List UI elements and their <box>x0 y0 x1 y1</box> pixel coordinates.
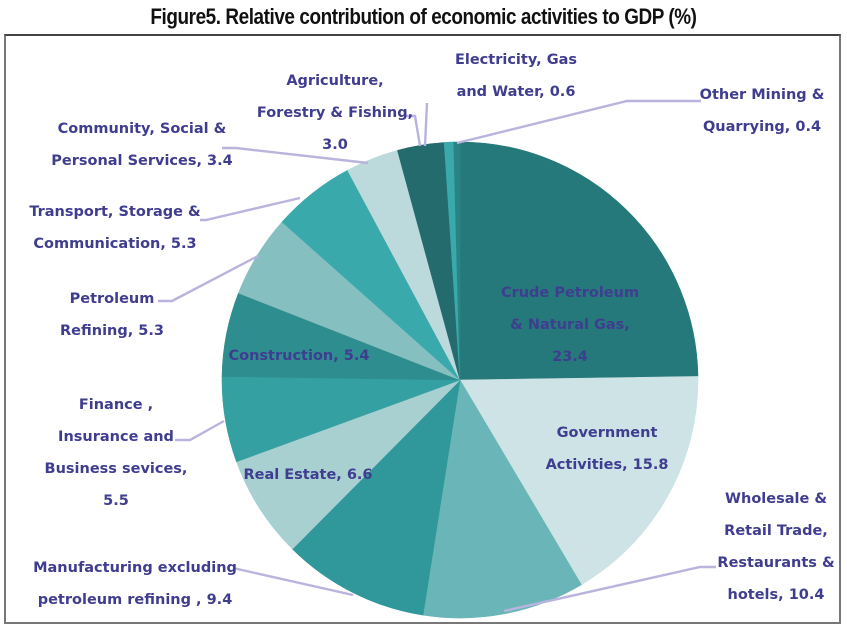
data-label-line: Forestry & Fishing, <box>257 105 413 121</box>
data-label-real-estate: Real Estate, 6.6 <box>243 467 372 483</box>
data-label-line: Petroleum <box>70 291 155 307</box>
data-label-line: hotels, 10.4 <box>728 587 825 603</box>
data-label-community-social-personal-services: Community, Social & Personal Services, 3.… <box>51 121 232 169</box>
data-label-crude-petroleum-natural-gas: Crude Petroleum & Natural Gas, 23.4 <box>501 285 639 365</box>
data-label-line: Quarrying, 0.4 <box>703 119 821 135</box>
data-label-line: Retail Trade, <box>724 523 828 539</box>
chart-title: Figure5. Relative contribution of econom… <box>150 4 697 29</box>
leader-line-wholesale-retail-trade-restaurants-hotels <box>503 565 716 613</box>
data-label-line: Restaurants & <box>717 555 835 571</box>
data-label-line: Insurance and <box>58 429 174 445</box>
slice-labels: Crude Petroleum & Natural Gas, 23.4 Governm… <box>29 52 835 608</box>
data-label-line: Electricity, Gas <box>455 52 577 68</box>
data-label-line: 5.5 <box>103 493 129 509</box>
data-label-line: Business sevices, <box>45 461 188 477</box>
leader-line-finance-insurance-and-business-sevices <box>175 419 225 442</box>
data-label-agriculture-forestry-fishing: Agriculture, Forestry & Fishing, 3.0 <box>257 73 413 153</box>
data-label-line: Personal Services, 3.4 <box>51 153 232 169</box>
data-label-finance-insurance-and-business-sevices: Finance , Insurance and Business sevices, 5… <box>45 397 188 509</box>
leader-line-petroleum-refining <box>158 254 259 303</box>
data-label-line: Transport, Storage & <box>29 204 201 220</box>
data-label-line: Government <box>557 425 658 441</box>
pie-slice-manufacturing-excluding-petroleum-refining <box>291 379 461 616</box>
data-label-electricity-gas-and-water: Electricity, Gas and Water, 0.6 <box>455 52 577 100</box>
data-label-line: Construction, 5.4 <box>229 348 370 364</box>
leader-line-electricity-gas-and-water <box>423 102 429 147</box>
pie-slices <box>221 141 699 619</box>
data-label-wholesale-retail-trade-restaurants-hotels: Wholesale & Retail Trade, Restaurants & hot… <box>717 491 835 603</box>
data-label-line: Activities, 15.8 <box>546 457 669 473</box>
data-label-line: 23.4 <box>552 349 588 365</box>
pie-slice-wholesale-retail-trade-restaurants-hotels <box>422 379 582 619</box>
leader-line-manufacturing-excluding-petroleum-refining <box>232 566 354 597</box>
data-label-petroleum-refining: Petroleum Refining, 5.3 <box>60 291 164 339</box>
pie-slice-real-estate <box>236 379 461 550</box>
data-label-line: Wholesale & <box>725 491 827 507</box>
data-label-line: Other Mining & <box>700 87 825 103</box>
leader-line-community-social-personal-services <box>222 146 369 165</box>
data-label-line: Agriculture, <box>286 73 383 89</box>
data-label-other-mining-quarrying: Other Mining & Quarrying, 0.4 <box>700 87 825 135</box>
data-label-line: & Natural Gas, <box>510 317 630 333</box>
data-label-construction: Construction, 5.4 <box>229 348 370 364</box>
data-label-line: Refining, 5.3 <box>60 323 164 339</box>
data-label-line: Real Estate, 6.6 <box>243 467 372 483</box>
data-label-manufacturing-excluding-petroleum-refining: Manufacturing excluding petroleum refinin… <box>33 560 237 608</box>
data-label-line: 3.0 <box>322 137 348 153</box>
data-label-line: Community, Social & <box>58 121 227 137</box>
data-label-line: Finance , <box>79 397 153 413</box>
data-label-line: petroleum refining , 9.4 <box>38 592 233 608</box>
data-label-transport-storage-communication: Transport, Storage & Communication, 5.3 <box>29 204 201 252</box>
pie-slice-crude-petroleum-natural-gas <box>459 141 699 381</box>
data-label-government-activities: Government Activities, 15.8 <box>546 425 669 473</box>
data-label-line: and Water, 0.6 <box>457 84 576 100</box>
data-label-line: Manufacturing excluding <box>33 560 237 576</box>
data-label-line: Communication, 5.3 <box>33 236 196 252</box>
leader-line-transport-storage-communication <box>200 196 301 222</box>
data-label-line: Crude Petroleum <box>501 285 639 301</box>
chart-frame <box>4 34 841 624</box>
leader-line-agriculture-forestry-fishing <box>404 114 422 147</box>
leader-line-other-mining-quarrying <box>456 99 701 145</box>
pie-slice-government-activities <box>459 376 699 586</box>
leader-lines <box>158 99 716 613</box>
